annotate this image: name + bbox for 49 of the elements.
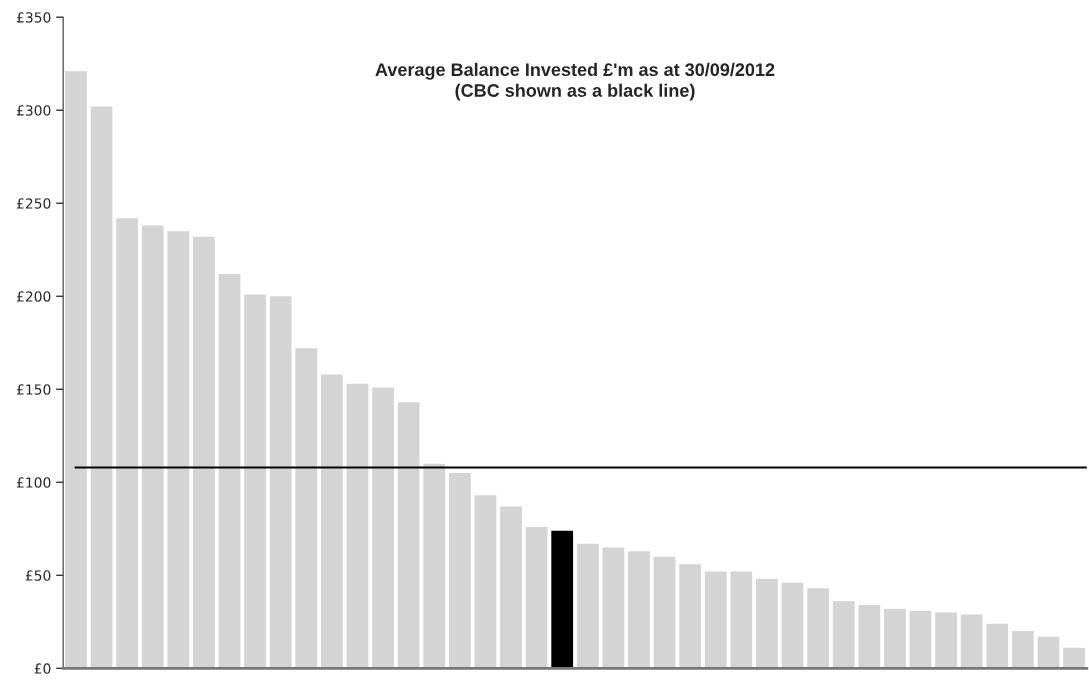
bar [935,612,957,669]
bar [807,588,829,669]
bar [628,551,650,669]
bar [90,106,113,669]
bar [372,387,394,669]
bar [65,71,87,669]
bar [960,614,983,669]
y-tick-label: £150 [16,384,51,395]
bar [986,623,1009,669]
bar [679,564,702,669]
y-tick-label: £300 [16,105,51,116]
bar [295,348,318,669]
bar [1037,636,1060,669]
y-tick-label: £250 [16,198,51,209]
bar [167,231,190,669]
bar [218,273,241,669]
bar [858,605,881,669]
bar [193,236,215,669]
bar [576,543,599,669]
bar [1011,631,1034,669]
bar [653,556,676,669]
bar [832,601,855,669]
bar [756,579,778,669]
bar [244,294,266,669]
y-tick-label: £100 [16,477,51,488]
text: Average Balance Invested £'m as at 30/09/2012 (CBC shown as a black line) [375,62,775,101]
bar [704,571,727,669]
bar [321,374,343,669]
bar [884,608,906,669]
y-tick-label: £350 [16,12,51,23]
y-tick-label: £200 [16,291,51,302]
bar [909,610,932,669]
y-tick-label: £50 [25,570,51,581]
bar [551,530,574,669]
bar [448,473,471,669]
bar [346,383,369,669]
bar [1063,647,1085,669]
bar [141,225,164,669]
y-tick-label: £0 [34,663,51,674]
bar [269,296,292,669]
bar [397,402,420,669]
bar [116,218,139,669]
bar [500,506,522,669]
bar [602,547,625,669]
bar [781,582,804,669]
bar [730,571,753,669]
bar [423,463,446,669]
bar [474,495,497,669]
bar [525,526,548,669]
